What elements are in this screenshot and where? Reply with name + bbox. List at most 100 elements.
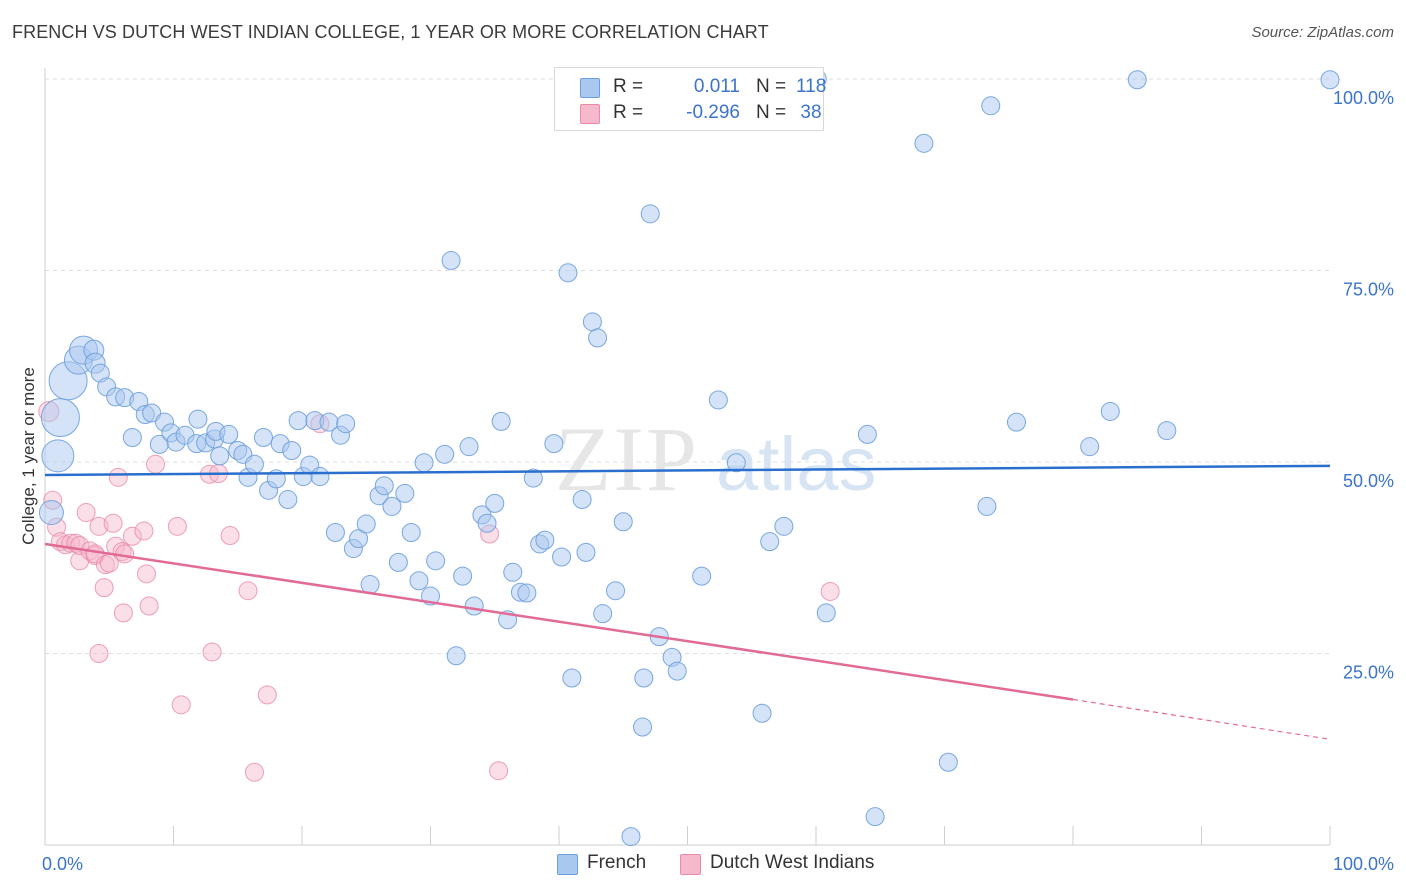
dutch-west-indians-point [202, 642, 222, 662]
y-tick-labels: 25.0% 50.0% 75.0% 100.0% [1333, 88, 1394, 683]
french-point [1320, 70, 1340, 90]
french-point [588, 328, 608, 348]
french-point [667, 661, 687, 681]
french-point [558, 263, 578, 283]
french-point [503, 562, 523, 582]
french-point [210, 446, 230, 466]
french-point [692, 566, 712, 586]
dutch-west-indians-trend-extension [1072, 698, 1331, 740]
french-points [38, 69, 1340, 847]
dutch-west-indians-point [139, 596, 159, 616]
french-point [336, 414, 356, 434]
french-point [1006, 412, 1026, 432]
french-point [188, 409, 208, 429]
french-point [41, 439, 75, 473]
dutch-west-indians-point [238, 581, 258, 601]
french-point [464, 596, 484, 616]
french-point [1080, 437, 1100, 457]
y-tick-label: 25.0% [1343, 663, 1394, 683]
french-point [938, 752, 958, 772]
french-point [441, 251, 461, 271]
french-point [865, 807, 885, 827]
french-point [244, 454, 264, 474]
dutch-west-indians-point [134, 521, 154, 541]
french-swatch [580, 78, 600, 98]
french-point [40, 398, 80, 438]
x-tick-label-max: 100.0% [1333, 854, 1394, 874]
french-point [760, 532, 780, 552]
french-point [606, 581, 626, 601]
dutch-west-indians-point [103, 513, 123, 533]
french-point [435, 444, 455, 464]
french-point [349, 529, 369, 549]
french-point [523, 468, 543, 488]
french-point [360, 575, 380, 595]
n-label: N = [756, 76, 787, 97]
y-tick-label: 50.0% [1343, 471, 1394, 491]
french-point [517, 583, 537, 603]
french-point [562, 668, 582, 688]
french-point [535, 530, 555, 550]
french-point [414, 453, 434, 473]
dutch-west-indians-point [113, 603, 133, 623]
legend-label: French [587, 852, 647, 873]
french-point [857, 424, 877, 444]
french-point [288, 411, 308, 431]
french-point [388, 552, 408, 572]
x-tick-label-min: 0.0% [42, 854, 83, 874]
french-point [593, 604, 613, 624]
dutch-west-indians-point [489, 761, 509, 781]
dutch-west-indians-point [820, 581, 840, 601]
french-trend-line [44, 464, 1331, 477]
french-point [613, 512, 633, 532]
dutch-west-indians-swatch [580, 104, 600, 124]
french-point [552, 547, 572, 567]
french-point [726, 453, 746, 473]
y-tick-label: 100.0% [1333, 88, 1394, 108]
dutch-west-indians-point [108, 467, 128, 487]
french-point [426, 551, 446, 571]
french-point [1100, 401, 1120, 421]
gridlines [45, 78, 1330, 654]
french-point [325, 522, 345, 542]
french-point [633, 717, 653, 737]
french-point [981, 96, 1001, 116]
trend-lines [44, 464, 1331, 740]
french-point [374, 476, 394, 496]
watermark: ZIP atlas [555, 408, 877, 510]
r-value: 0.011 [693, 76, 740, 97]
r-value: -0.296 [686, 102, 740, 123]
chart-title: FRENCH VS DUTCH WEST INDIAN COLLEGE, 1 Y… [12, 22, 769, 42]
dutch-west-indians-swatch [680, 854, 701, 875]
french-point [409, 571, 429, 591]
dutch-west-indians-point [89, 644, 109, 663]
source-credit: Source: ZipAtlas.com [1251, 24, 1394, 41]
french-point [491, 411, 511, 431]
french-point [122, 427, 142, 447]
french-point [582, 312, 602, 332]
french-point [401, 522, 421, 542]
legend-label: Dutch West Indians [710, 852, 875, 873]
french-point [914, 133, 934, 153]
dutch-west-indians-trend-line [44, 542, 1074, 701]
y-tick-label: 75.0% [1343, 280, 1394, 300]
french-point [640, 204, 660, 224]
french-point [816, 603, 836, 623]
french-point [1157, 421, 1177, 441]
dutch-west-indians-point [171, 695, 191, 715]
french-point [544, 434, 564, 454]
dutch-west-indians-point [94, 578, 114, 598]
french-point [310, 467, 330, 487]
n-value: 38 [800, 102, 822, 123]
r-label: R = [613, 102, 644, 123]
french-point [1127, 70, 1147, 90]
dutch-west-indians-point [244, 762, 264, 782]
french-point [278, 490, 298, 510]
french-point [453, 566, 473, 586]
french-point [634, 668, 654, 688]
french-point [459, 437, 479, 457]
french-point [219, 424, 239, 444]
french-point [576, 542, 596, 562]
french-point [253, 427, 273, 447]
